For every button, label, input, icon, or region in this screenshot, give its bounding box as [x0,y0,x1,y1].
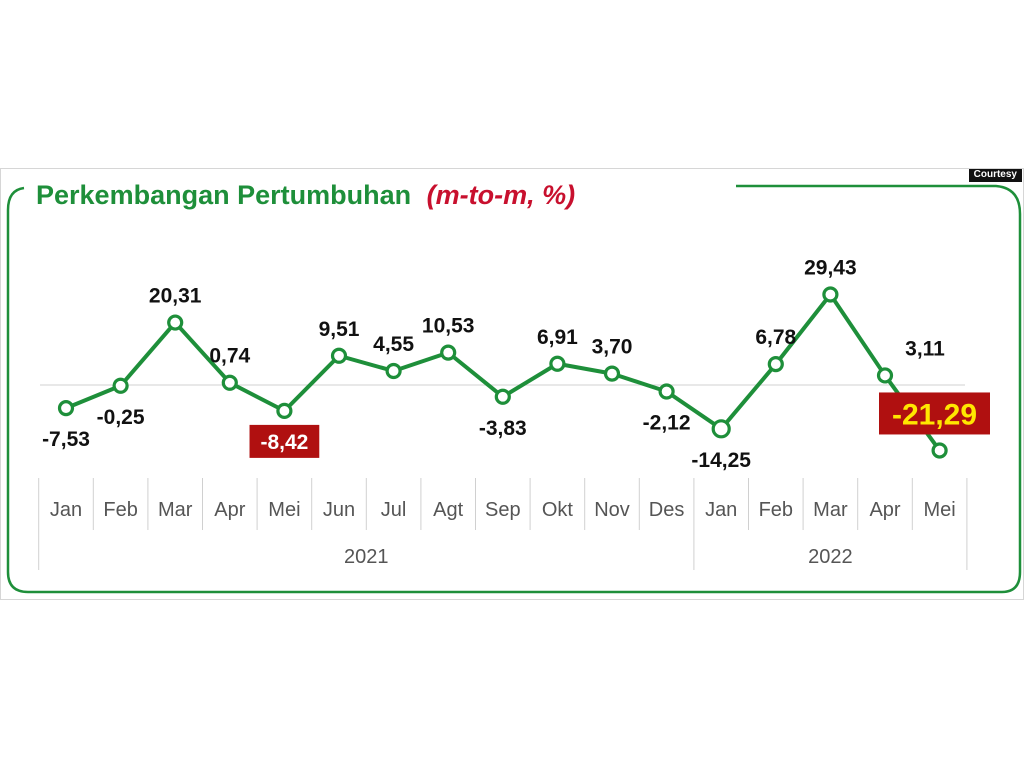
data-label: 4,55 [373,333,414,356]
x-tick-label: Mar [813,499,848,521]
data-point [931,442,948,459]
x-tick-label: Mei [923,499,955,521]
courtesy-credit: Courtesy [968,168,1022,182]
data-point [876,367,894,384]
x-tick-label: Okt [542,499,574,521]
data-point [711,419,731,439]
data-point [385,362,402,380]
chart-title-unit: (m-to-m, %) [427,180,575,210]
chart-title-main: Perkembangan Pertumbuhan [36,180,411,210]
x-tick-label: Feb [759,499,793,521]
data-point [494,388,511,405]
data-point [330,347,348,364]
data-point [603,365,621,382]
data-label: 6,78 [755,326,796,349]
data-point [167,314,184,331]
data-label-highlight: -8,42 [260,431,308,454]
data-label: -0,25 [97,406,145,429]
data-point [822,286,839,303]
data-label: -3,83 [479,417,527,440]
data-point [57,400,75,417]
data-point [658,383,675,400]
series-layer [57,286,948,459]
data-point [276,402,293,419]
data-label: -14,25 [691,449,751,472]
data-label: 6,91 [537,326,578,349]
x-tick-label: Jan [50,499,82,521]
x-tick-label: Agt [433,499,463,521]
data-label: 10,53 [422,315,475,338]
x-tick-label: Apr [869,499,900,521]
data-point [549,355,566,372]
labels-layer: -7,53 -0,25 20,31 0,74 -8,42 9,51 4,55 10,53 -3,… [42,257,990,472]
x-tick-label: Jul [381,499,407,521]
highlight-box [879,392,990,435]
x-tick-label: Des [649,499,685,521]
data-label-highlight: -21,29 [892,398,977,431]
data-label: -2,12 [643,412,691,435]
x-tick-label: Jan [705,499,737,521]
data-label: 9,51 [319,318,360,341]
x-tick-label: Mei [268,499,300,521]
panel-border [6,184,1022,594]
year-group-label: 2022 [808,546,853,568]
data-label: 20,31 [149,285,202,308]
data-label: 3,11 [905,337,945,360]
data-label: 29,43 [804,257,857,280]
data-point [767,356,784,373]
x-tick-label: Nov [594,499,630,521]
data-point [440,344,457,361]
image-frame [0,168,1024,600]
data-point [112,377,129,394]
x-tick-label: Apr [214,499,245,521]
data-point [221,374,238,391]
x-tick-label: Jun [323,499,355,521]
data-label: -7,53 [42,428,90,451]
axes-layer: Jan Feb Mar Apr Mei Jun Jul Agt Sep Okt Nov Des Jan F… [38,384,968,570]
x-tick-label: Feb [103,499,137,521]
x-tick-label: Sep [485,499,521,521]
data-label: 0,74 [209,345,250,368]
year-group-label: 2021 [344,546,389,568]
x-tick-label: Mar [158,499,193,521]
highlight-box [249,424,320,458]
data-label: 3,70 [592,336,633,359]
chart-title: Perkembangan Pertumbuhan (m-to-m, %) [36,180,575,210]
